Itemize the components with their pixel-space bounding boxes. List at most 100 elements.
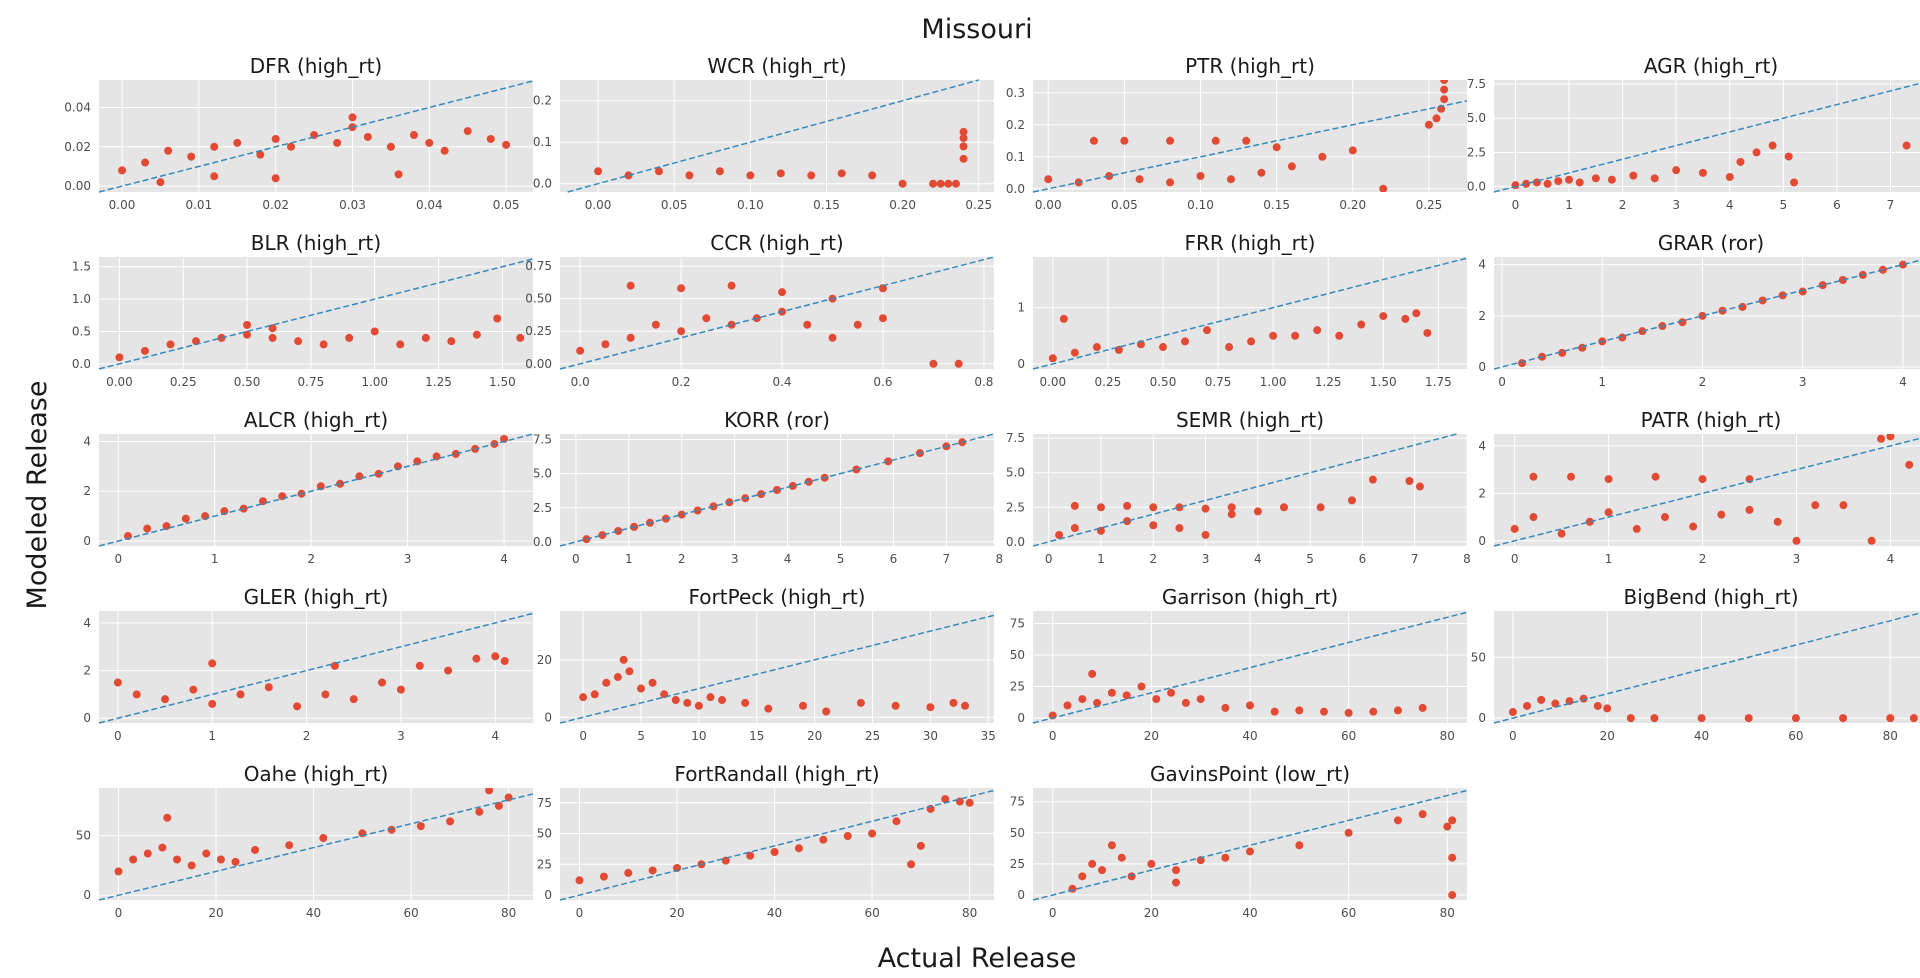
y-tick-label: 0.00 (525, 357, 552, 371)
y-tick-label: 4 (1478, 439, 1486, 453)
scatter-point (1604, 475, 1613, 484)
scatter-point (1166, 136, 1175, 145)
scatter-point (770, 848, 779, 856)
x-tick-label: 0.05 (661, 198, 688, 212)
reference-line (1493, 259, 1920, 370)
x-tick-label: 3 (1202, 552, 1210, 566)
scatter-point (143, 524, 152, 533)
scatter-point (264, 683, 273, 692)
y-tick-label: 25 (1010, 680, 1025, 694)
scatter-point (316, 482, 325, 491)
x-tick-label: 5 (637, 729, 645, 743)
scatter-point (1070, 524, 1079, 533)
reference-line (1493, 612, 1920, 724)
scatter-point (961, 701, 970, 710)
x-tick-label: 40 (1242, 729, 1257, 743)
y-tick-label: 1 (1017, 301, 1025, 315)
scatter-point (671, 696, 680, 705)
scatter-point (432, 452, 441, 461)
x-tick-label: 1.75 (1425, 375, 1452, 389)
y-tick-label: 0.25 (525, 324, 552, 338)
scatter-point (494, 801, 503, 810)
scatter-point (1319, 707, 1328, 716)
x-tick-label: 4 (1254, 552, 1262, 566)
scatter-point (746, 851, 755, 860)
scatter-point (321, 690, 330, 699)
scatter-point (491, 652, 500, 661)
scatter-point (718, 696, 727, 705)
scatter-point (396, 340, 405, 349)
scatter-point (685, 171, 694, 180)
scatter-point (1181, 337, 1190, 346)
scatter-point (1123, 517, 1132, 526)
scatter-point (776, 169, 785, 178)
x-tick-label: 3 (1793, 552, 1801, 566)
scatter-point (1510, 524, 1519, 533)
scatter-point (1135, 175, 1144, 184)
scatter-point (132, 690, 141, 699)
scatter-point (1557, 529, 1566, 538)
scatter-point (1678, 318, 1687, 327)
x-tick-label: 0.75 (1205, 375, 1232, 389)
scatter-point (1167, 688, 1176, 697)
scatter-point (807, 171, 816, 180)
scatter-point (287, 142, 296, 151)
scatter-point (1172, 866, 1181, 875)
y-tick-label: 0 (83, 534, 91, 548)
scatter-point (444, 666, 453, 675)
subplot-panel: 0 5 10 15 20 25 30 35 0 20 FortPeck (high_rt) (537, 585, 996, 743)
scatter-point (1725, 172, 1734, 181)
scatter-point (1752, 148, 1761, 157)
scatter-point (822, 707, 831, 716)
scatter-point (788, 481, 797, 490)
reference-line (559, 789, 995, 901)
scatter-point (1784, 152, 1793, 161)
x-tick-label: 40 (1242, 906, 1257, 920)
scatter-point (892, 817, 901, 826)
scatter-point (856, 698, 865, 707)
scatter-point (446, 817, 455, 826)
scatter-point (1117, 853, 1126, 862)
scatter-point (516, 333, 525, 342)
scatter-point (1745, 505, 1754, 514)
x-tick-label: 3 (731, 552, 739, 566)
reference-line (559, 614, 995, 724)
scatter-point (348, 113, 357, 122)
scatter-point (1440, 80, 1449, 84)
scatter-point (202, 849, 211, 858)
scatter-point (1149, 503, 1158, 512)
subplot-panel: 0.00 0.05 0.10 0.15 0.20 0.25 0.0 0.1 0.2 WCR (hi… (533, 54, 994, 212)
plot-area (99, 788, 533, 900)
scatter-point (1902, 141, 1911, 150)
scatter-point (741, 698, 750, 707)
x-tick-label: 0 (1511, 552, 1519, 566)
subplot-title: WCR (high_rt) (707, 54, 846, 78)
scatter-point (1379, 312, 1388, 321)
scatter-point (1418, 703, 1427, 712)
x-tick-label: 4 (784, 552, 792, 566)
scatter-series (1068, 810, 1457, 900)
scatter-point (1172, 878, 1181, 887)
x-tick-label: 1.50 (1370, 375, 1397, 389)
reference-line (567, 79, 979, 193)
scatter-point (268, 333, 277, 342)
x-tick-label: 8 (995, 552, 1003, 566)
scatter-point (648, 866, 657, 875)
y-tick-label: 0.0 (533, 535, 552, 549)
scatter-point (1567, 472, 1576, 481)
subplot-title: FRR (high_rt) (1185, 231, 1316, 255)
x-tick-label: 6 (1833, 198, 1841, 212)
scatter-point (1246, 701, 1254, 710)
scatter-point (625, 667, 634, 676)
scatter-point (1768, 141, 1777, 150)
x-tick-label: 1 (208, 729, 216, 743)
y-tick-label: 0.04 (64, 101, 91, 115)
scatter-point (416, 822, 425, 831)
scatter-point (415, 661, 424, 670)
reference-line (98, 433, 534, 547)
scatter-point (1698, 475, 1707, 484)
scatter-point (626, 281, 635, 290)
x-tick-label: 80 (1440, 906, 1455, 920)
scatter-point (233, 138, 242, 147)
scatter-point (1877, 434, 1886, 443)
